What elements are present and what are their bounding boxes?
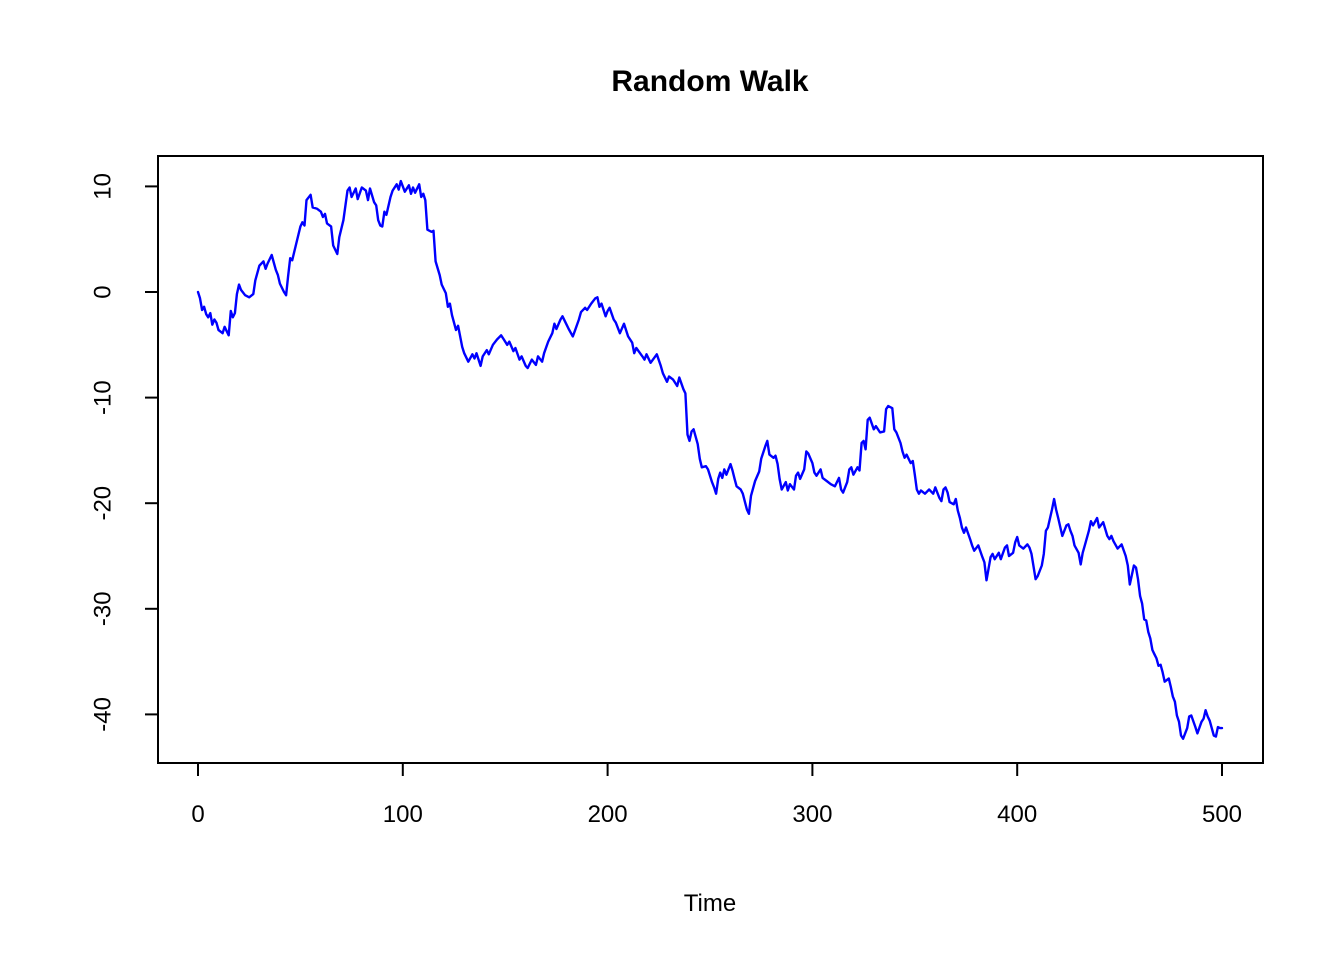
x-tick-label: 500 [1202, 801, 1242, 828]
x-axis-ticks: 0 100 200 300 400 500 [191, 763, 1242, 828]
y-tick-label: 10 [89, 173, 116, 200]
y-tick-label: -30 [89, 591, 116, 626]
x-tick-label: 400 [997, 801, 1037, 828]
y-tick-label: -40 [89, 697, 116, 732]
y-tick-label: -20 [89, 486, 116, 521]
y-axis-ticks: 10 0 -10 -20 -30 -40 [89, 173, 158, 732]
plot-border [157, 155, 1264, 764]
x-tick-label: 300 [792, 801, 832, 828]
random-walk-line [196, 179, 1224, 740]
x-axis-title: Time [684, 890, 736, 917]
y-tick-label: -10 [89, 380, 116, 415]
x-tick-label: 100 [383, 801, 423, 828]
x-tick-label: 0 [191, 801, 204, 828]
y-tick-label: 0 [89, 285, 116, 298]
chart-title: Random Walk [611, 65, 809, 98]
x-tick-label: 200 [588, 801, 628, 828]
